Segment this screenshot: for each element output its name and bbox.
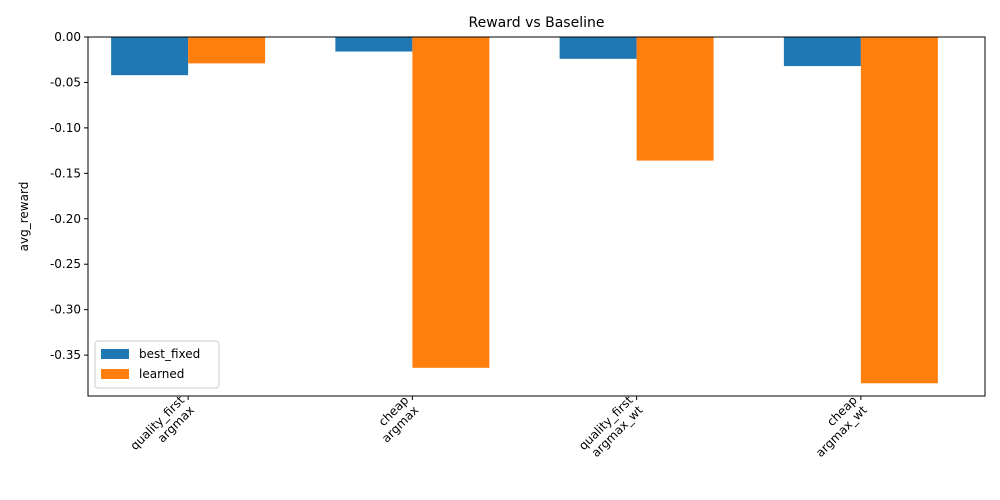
legend-swatch-best_fixed (101, 349, 129, 359)
chart-title: Reward vs Baseline (469, 15, 605, 31)
bar-best_fixed-3 (783, 37, 861, 67)
y-tick-label: -0.10 (50, 121, 81, 135)
bar-best_fixed-1 (335, 37, 413, 52)
y-tick-label: -0.20 (50, 212, 81, 226)
bars-group (111, 37, 938, 384)
legend-label-best_fixed: best_fixed (139, 347, 200, 361)
bar-learned-1 (412, 37, 490, 368)
bar-best_fixed-2 (559, 37, 637, 59)
legend-label-learned: learned (139, 367, 184, 381)
y-axis-label: avg_reward (17, 182, 31, 252)
y-tick-label: -0.35 (50, 348, 81, 362)
y-tick-label: -0.15 (50, 166, 81, 180)
bar-learned-3 (860, 37, 938, 384)
y-tick-label: -0.30 (50, 303, 81, 317)
plot-frame (87, 36, 986, 397)
y-tick-label: -0.05 (50, 75, 81, 89)
legend-swatch-learned (101, 369, 129, 379)
bar-best_fixed-0 (111, 37, 189, 76)
y-tick-label: -0.25 (50, 257, 81, 271)
y-axis-ticks: 0.00 -0.05 -0.10 -0.15 -0.20 -0.25 -0.30 -0.35 (50, 30, 88, 362)
bar-learned-0 (188, 37, 266, 64)
bar-learned-2 (636, 37, 714, 161)
y-tick-label: 0.00 (54, 30, 81, 44)
